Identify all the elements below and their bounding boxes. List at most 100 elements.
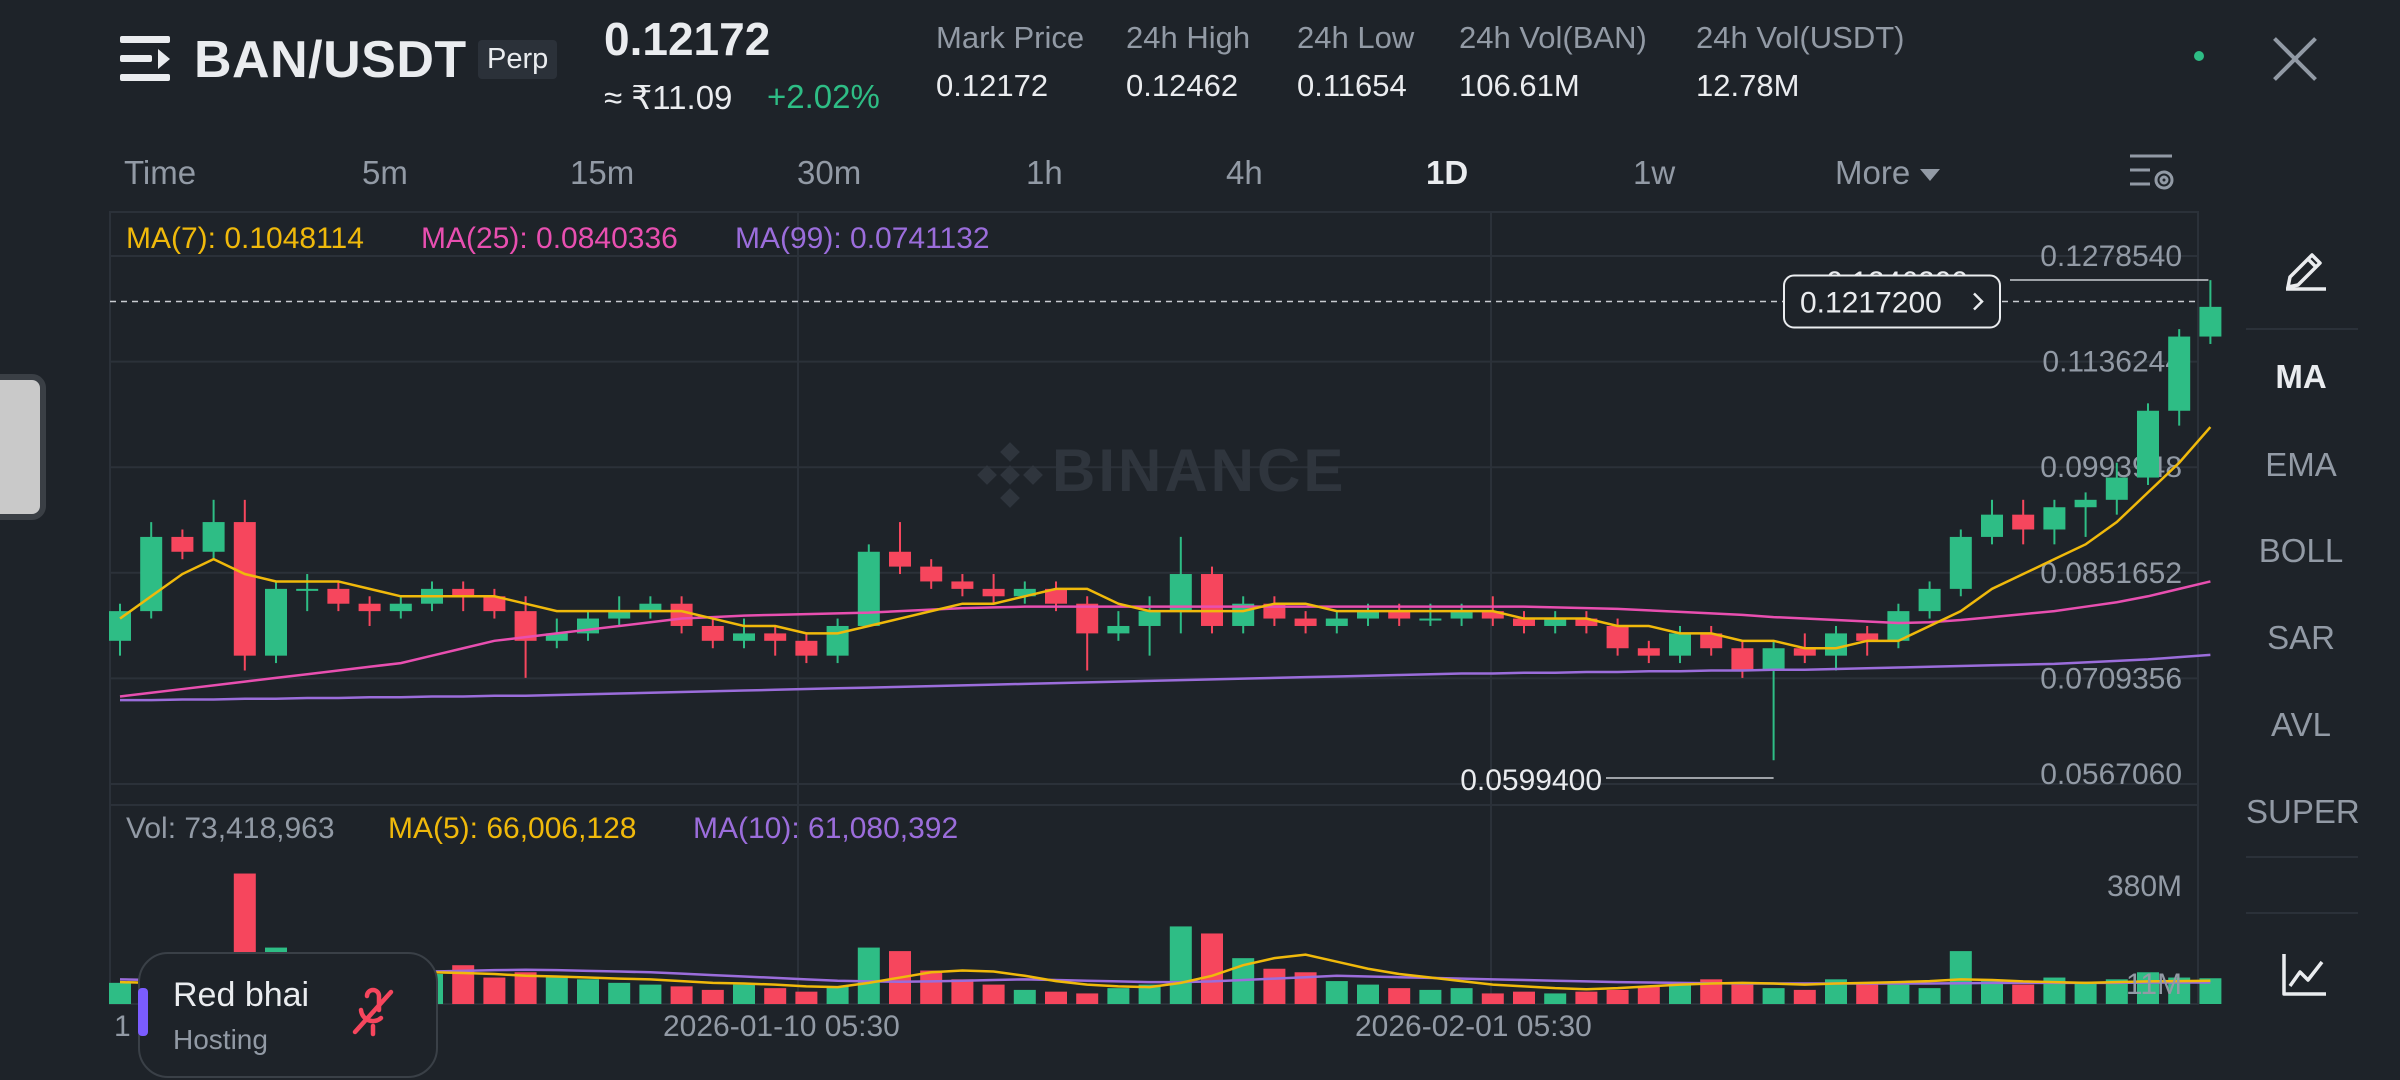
current-price-tag-text: 0.1217200 (1800, 287, 1942, 320)
chart-settings-icon[interactable] (2128, 150, 2176, 196)
ma7-line (119, 426, 2212, 650)
inr-price: ≈ ₹11.09 (604, 79, 733, 116)
chart-trend-icon[interactable] (2280, 950, 2328, 998)
candle-body (1544, 618, 1567, 626)
candle-body (1949, 536, 1972, 589)
tab-1w[interactable]: 1w (1633, 154, 1676, 191)
volume-bar (2168, 977, 2191, 1004)
ma25-legend: MA(25): 0.0840336 (421, 222, 678, 255)
candle-body (1762, 648, 1785, 671)
ma99-line (120, 653, 2211, 702)
candle-body (1700, 633, 1723, 649)
volume-bar (1263, 968, 1286, 1004)
candle-body (1013, 588, 1036, 597)
volume-bar (577, 979, 599, 1004)
current-price-tag (1783, 274, 2001, 329)
mic-muted-icon[interactable] (345, 986, 401, 1042)
candle-body (733, 633, 755, 641)
candle-body (296, 588, 319, 591)
candle-body (1138, 611, 1161, 626)
tab-15m[interactable]: 15m (570, 154, 635, 191)
indicator-super[interactable]: SUPER (2246, 793, 2360, 830)
candle-body (2199, 306, 2222, 337)
floating-side-tab[interactable] (0, 374, 46, 520)
vol-usdt-value: 12.78M (1696, 68, 1800, 103)
volume-bar (826, 986, 849, 1004)
chevron-right-icon (1973, 292, 1984, 311)
tab-more[interactable]: More (1835, 154, 1941, 192)
menu-icon[interactable] (120, 36, 170, 82)
volume-bar (483, 977, 506, 1004)
price-axis-label: 0.1278540 (2040, 240, 2182, 273)
price-axis-label: 0.0567060 (2040, 758, 2182, 791)
volume-bar (1076, 993, 1099, 1004)
indicator-ma[interactable]: MA (2275, 358, 2327, 395)
tab-30m[interactable]: 30m (797, 154, 862, 191)
volume-bar (1856, 982, 1879, 1004)
host-accent-bar (138, 988, 148, 1036)
tab-1h[interactable]: 1h (1026, 154, 1063, 191)
volume-bar (514, 972, 537, 1004)
volume-bar (1793, 989, 1816, 1004)
volume-bar (2043, 977, 2066, 1004)
candle-body (795, 640, 818, 656)
candle-body (2137, 410, 2159, 478)
candle-body (1201, 574, 1223, 626)
connection-status-dot (2194, 51, 2204, 61)
volume-bar (857, 947, 880, 1004)
volume-bar (1357, 984, 1379, 1004)
menu-divider (2246, 328, 2358, 330)
tab-4h[interactable]: 4h (1226, 154, 1263, 191)
candle-body (1793, 648, 1816, 656)
candle-body (701, 625, 724, 641)
volume-bar (2012, 984, 2035, 1004)
volume-bar (1513, 991, 1535, 1004)
candle-body (1450, 611, 1473, 619)
candle-body (1294, 618, 1317, 626)
candle-body (639, 603, 662, 612)
candle-body (1045, 588, 1067, 604)
candle-body (982, 588, 1005, 597)
x-axis-label-feb01: 2026-02-01 05:30 (1355, 1010, 1592, 1043)
candle-body (1325, 618, 1348, 626)
volume-axis-label: 380M (2107, 870, 2182, 903)
vol-ma5-legend: MA(5): 66,006,128 (388, 812, 637, 845)
candle-body (1513, 618, 1535, 626)
candle-body (545, 633, 568, 641)
indicator-avl[interactable]: AVL (2271, 706, 2331, 743)
candle-body (358, 603, 381, 612)
draw-pencil-icon[interactable] (2282, 245, 2328, 291)
host-name: Red bhai (173, 976, 310, 1014)
candle-body (389, 603, 412, 612)
pair-title[interactable]: BAN/USDT (194, 31, 467, 89)
candle-body (1918, 588, 1941, 612)
candle-body (2105, 477, 2128, 500)
volume-bar (1169, 926, 1192, 1004)
candle-body (452, 588, 475, 597)
candle-body (1107, 625, 1130, 634)
candle-body (608, 611, 631, 619)
volume-bar (920, 970, 943, 1004)
chart-border (109, 211, 2199, 1005)
tab-time[interactable]: Time (124, 154, 197, 191)
vol-usdt-label: 24h Vol(USDT) (1696, 20, 1905, 55)
price-axis-label: 0.1136244 (2042, 346, 2182, 379)
candle-body (857, 551, 880, 626)
volume-bar (452, 965, 475, 1004)
volume-bar (1606, 989, 1629, 1004)
ma25-line (119, 580, 2211, 698)
vol-ban-value: 106.61M (1459, 68, 1580, 103)
indicator-sar[interactable]: SAR (2267, 619, 2335, 656)
tab-1d[interactable]: 1D (1426, 154, 1469, 191)
candle-body (2168, 336, 2191, 411)
indicator-boll[interactable]: BOLL (2258, 532, 2344, 569)
tab-5m[interactable]: 5m (362, 154, 408, 191)
volume-bar (1575, 991, 1598, 1004)
volume-bar (545, 975, 568, 1004)
indicator-ema[interactable]: EMA (2265, 446, 2337, 483)
candle-body (2012, 514, 2035, 530)
price-axis-label: 0.0709356 (2040, 662, 2182, 695)
ma7-legend: MA(7): 0.1048114 (126, 222, 364, 255)
binance-watermark: BINANCE (976, 436, 1346, 509)
